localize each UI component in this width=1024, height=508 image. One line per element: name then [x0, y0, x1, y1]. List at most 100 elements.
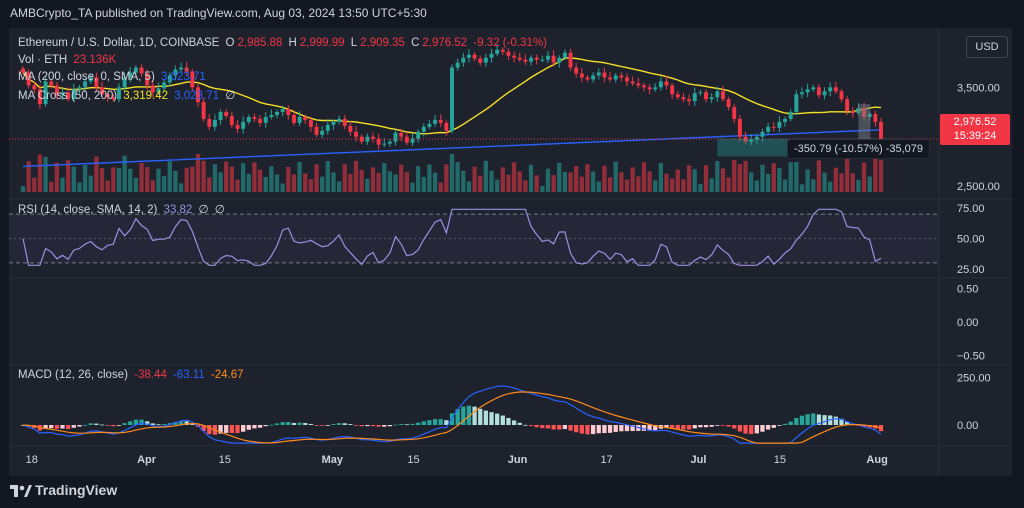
macd-histogram-bar: [331, 424, 336, 425]
candle-body: [545, 55, 550, 60]
macd-histogram-bar: [291, 422, 297, 425]
candle-body: [150, 85, 155, 93]
legend-volume: Vol · ETH 23.136K: [18, 54, 119, 66]
volume-bar: [404, 172, 409, 192]
candle-body: [534, 57, 539, 60]
macd-histogram-bar: [128, 421, 133, 425]
blank-tick-label: −0.50: [957, 350, 985, 362]
candle-body: [83, 81, 88, 88]
volume-bar: [856, 179, 861, 192]
legend-rsi-label[interactable]: RSI (14, close, SMA, 14, 2): [18, 204, 158, 216]
legend-vol-label[interactable]: Vol · ETH: [18, 54, 68, 66]
macd-histogram-bar: [528, 425, 534, 427]
candle-body: [658, 81, 663, 88]
currency-button[interactable]: USD: [966, 36, 1008, 58]
candle-body: [100, 87, 105, 95]
volume-bar: [314, 164, 319, 192]
time-tick-label: 18: [26, 454, 38, 466]
blank-tick-label: 0.00: [957, 317, 978, 329]
macd-histogram-bar: [709, 425, 714, 427]
candle-body: [720, 91, 725, 100]
volume-bar: [788, 162, 793, 192]
legend-macross: MA Cross (50, 200) 3,319.42 3,023.71 ∅: [18, 88, 238, 102]
time-tick-label: 15: [219, 454, 231, 466]
volume-bar: [432, 172, 438, 192]
volume-bar: [574, 166, 579, 192]
legend-ma-label[interactable]: MA (200, close, 0, SMA, 5): [18, 71, 155, 83]
chart-panel[interactable]: 3,500.003,000.002,500.0075.0050.0025.000…: [9, 28, 1012, 476]
candle-body: [529, 57, 534, 62]
tradingview-logo[interactable]: TradingView: [10, 482, 117, 498]
macd-histogram-bar: [252, 425, 257, 429]
candle-body: [359, 136, 364, 142]
volume-bar: [630, 167, 635, 192]
macd-histogram-bar: [805, 414, 810, 425]
macd-histogram-bar: [794, 417, 799, 425]
macd-histogram-bar: [325, 425, 330, 426]
volume-bar: [212, 164, 218, 192]
volume-bar: [173, 171, 178, 192]
macd-histogram-bar: [720, 425, 726, 426]
macd-histogram-bar: [472, 406, 477, 425]
candle-body: [450, 67, 454, 131]
volume-bar: [681, 179, 686, 192]
candle-body: [709, 97, 714, 100]
candle-body: [478, 58, 483, 63]
volume-bar: [257, 169, 263, 192]
candle-body: [263, 116, 268, 123]
candle-body: [427, 123, 432, 127]
candle-body: [229, 115, 234, 125]
candle-body: [387, 141, 392, 144]
macd-histogram-bar: [749, 425, 754, 435]
candle-body: [500, 49, 505, 52]
legend-symbol[interactable]: Ethereum / U.S. Dollar, 1D, COINBASE: [18, 37, 220, 49]
macd-histogram-bar: [500, 415, 505, 425]
volume-bar: [602, 165, 607, 192]
legend-macross-label[interactable]: MA Cross (50, 200): [18, 90, 118, 102]
macd-histogram-bar: [77, 425, 82, 427]
volume-bar: [528, 164, 534, 192]
volume-bar: [224, 161, 229, 192]
legend-change: -9.32 (-0.31%): [473, 37, 547, 49]
volume-bar: [150, 180, 155, 192]
macd-histogram-bar: [449, 413, 455, 425]
rsi-tick-label: 50.00: [957, 234, 985, 246]
macd-line: [22, 385, 882, 444]
legend-vol-value: 23.136K: [73, 54, 117, 66]
legend-macd-label[interactable]: MACD (12, 26, close): [18, 369, 128, 381]
volume-bar: [336, 181, 342, 192]
macd-histogram-bar: [455, 409, 460, 425]
macd-histogram-bar: [760, 425, 765, 432]
macd-histogram-bar: [274, 423, 280, 425]
macd-histogram-bar: [568, 425, 573, 431]
volume-bar: [291, 174, 297, 192]
volume-bar: [359, 169, 364, 192]
volume-bar: [353, 160, 359, 192]
candle-body: [698, 92, 703, 94]
macd-histogram-bar: [342, 423, 347, 425]
chart-canvas[interactable]: 3,500.003,000.002,500.0075.0050.0025.000…: [9, 28, 1012, 476]
volume-bar: [698, 184, 703, 192]
macd-histogram-bar: [788, 421, 793, 425]
volume-bar: [500, 167, 505, 192]
macd-histogram-bar: [190, 423, 195, 425]
volume-bar: [99, 168, 105, 192]
volume-bar: [461, 170, 466, 192]
volume-bar: [551, 175, 556, 192]
volume-bar: [32, 177, 37, 192]
macd-histogram-bar: [726, 425, 731, 427]
candle-body: [715, 91, 720, 98]
volume-bar: [692, 169, 697, 192]
volume-bar: [342, 164, 347, 192]
candle-body: [585, 77, 590, 80]
time-tick-label: 17: [600, 454, 612, 466]
candle-body: [433, 119, 438, 124]
candle-body: [145, 73, 150, 86]
candle-body: [116, 87, 121, 100]
candle-body: [879, 121, 883, 139]
macd-histogram-bar: [286, 422, 291, 425]
volume-bar: [455, 161, 460, 192]
publish-header: AMBCrypto_TA published on TradingView.co…: [10, 6, 427, 20]
macd-histogram-bar: [218, 425, 223, 434]
legend-macross-v1: 3,319.42: [123, 90, 169, 102]
